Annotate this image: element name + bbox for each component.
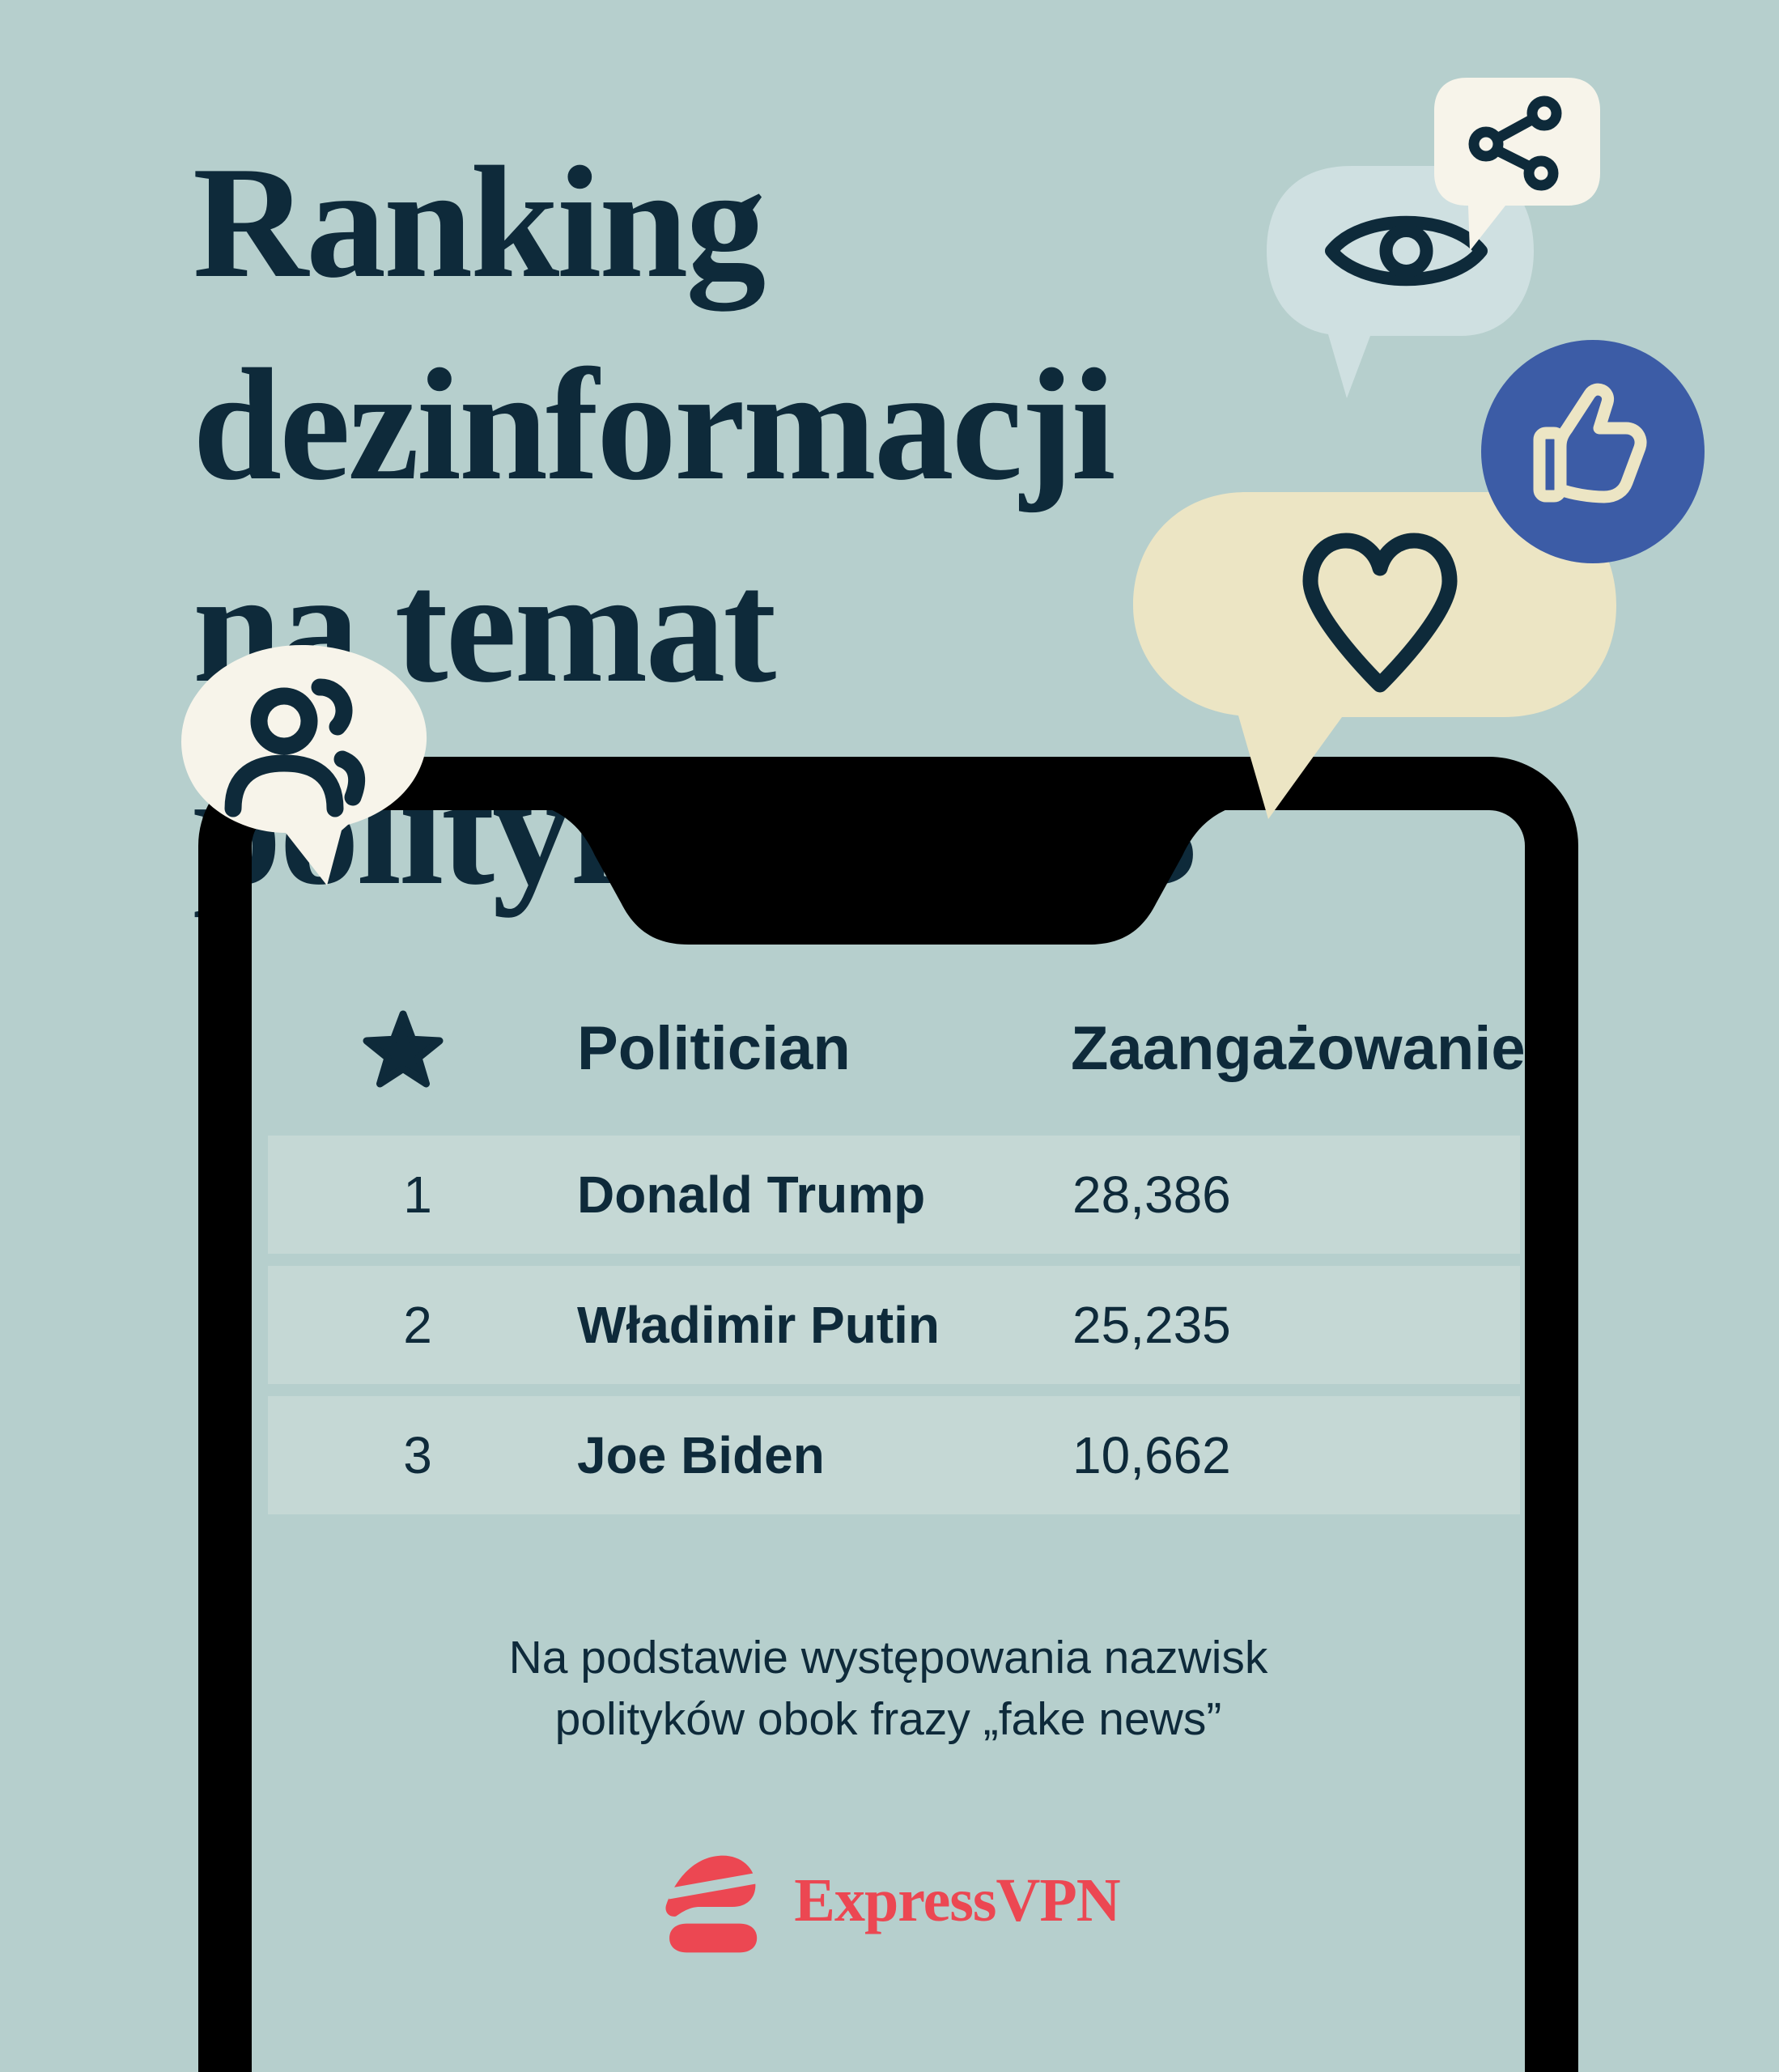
expressvpn-wordmark: ExpressVPN <box>794 1866 1120 1934</box>
heart-icon <box>1302 533 1458 693</box>
speech-bubble-eye <box>1267 166 1534 398</box>
column-header-politician: Politician <box>577 1014 851 1083</box>
thumbs-up-badge <box>1481 340 1705 563</box>
note-line: polityków obok frazy „fake news” <box>554 1693 1222 1745</box>
politician-cell: Joe Biden <box>577 1426 825 1484</box>
eye-icon <box>1325 215 1488 287</box>
column-header-engagement: Zaangażowanie <box>1071 1014 1526 1083</box>
politician-cell: Władimir Putin <box>577 1296 940 1354</box>
people-icon <box>224 678 366 817</box>
engagement-cell: 10,662 <box>1072 1426 1231 1484</box>
speech-bubble-heart <box>1133 492 1616 819</box>
thumbs-up-icon <box>1533 383 1647 503</box>
source-note: Na podstawie występowania nazwisk polity… <box>252 1627 1525 1750</box>
phone-notch <box>548 809 1229 945</box>
politician-cell: Donald Trump <box>577 1166 926 1224</box>
speech-bubble-share <box>1434 78 1600 251</box>
title-line: dezinformacji <box>193 336 1116 513</box>
note-line: Na podstawie występowania nazwisk <box>508 1632 1268 1684</box>
rank-cell: 1 <box>403 1166 432 1224</box>
table-row: 1 Donald Trump 28,386 <box>268 1136 1520 1254</box>
speech-bubble-people <box>181 644 427 885</box>
phone-frame: Politician Zaangażowanie 1 Donald Trump … <box>198 757 1578 2072</box>
title-line: Ranking <box>193 134 766 311</box>
share-icon <box>1468 96 1562 191</box>
table-row: 3 Joe Biden 10,662 <box>268 1396 1520 1514</box>
star-icon <box>363 1010 444 1088</box>
rank-cell: 2 <box>403 1296 432 1354</box>
expressvpn-logo-icon <box>665 1855 759 1953</box>
engagement-cell: 25,235 <box>1072 1296 1231 1354</box>
engagement-cell: 28,386 <box>1072 1166 1231 1224</box>
expressvpn-logo: ExpressVPN <box>252 1846 1525 1955</box>
table-row: 2 Władimir Putin 25,235 <box>268 1266 1520 1384</box>
rank-cell: 3 <box>403 1426 432 1484</box>
